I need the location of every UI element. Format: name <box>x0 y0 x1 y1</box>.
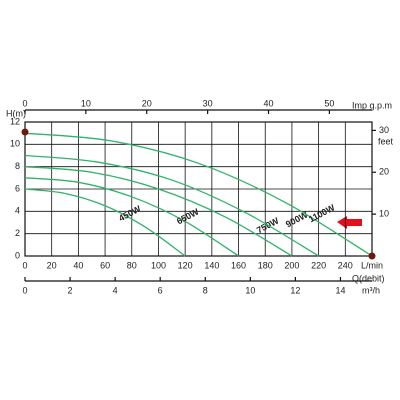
pump-curve <box>24 166 293 257</box>
bottom-tick-label: 2 <box>68 285 73 295</box>
x-tick-label: 0 <box>22 260 27 270</box>
pump-curve <box>24 177 239 257</box>
bottom-tick-label: 8 <box>203 285 208 295</box>
top-axis-label: Imp g.p.m <box>352 100 392 110</box>
x-tick-label: 140 <box>204 260 219 270</box>
x-axis-label: L/min <box>361 260 383 270</box>
pump-curve <box>24 154 319 257</box>
y-tick-label: 6 <box>15 183 20 193</box>
bottom-tick-label: 12 <box>290 285 300 295</box>
y2-tick-label: 20 <box>379 167 389 177</box>
y-tick-label: 10 <box>10 139 20 149</box>
bottom-tick-label: 14 <box>335 285 345 295</box>
x-tick-label: 80 <box>127 260 137 270</box>
x-tick-label: 160 <box>231 260 246 270</box>
x-tick-label: 100 <box>151 260 166 270</box>
x-tick-label: 200 <box>284 260 299 270</box>
x-tick-label: 60 <box>100 260 110 270</box>
pump-curve <box>24 188 186 257</box>
y2-tick-label: 10 <box>379 209 389 219</box>
bottom-tick-label: 10 <box>245 285 255 295</box>
x-tick-label: 220 <box>311 260 326 270</box>
red-arrow <box>337 216 362 229</box>
marker-dot <box>21 128 29 136</box>
bottom-tick-label: 0 <box>22 285 27 295</box>
x-tick-label: 40 <box>73 260 83 270</box>
top-tick-label: 40 <box>264 98 274 108</box>
x-axis-title: Q(debit) <box>352 273 385 283</box>
x-tick-label: 180 <box>258 260 273 270</box>
y-tick-label: 4 <box>15 206 20 216</box>
top-tick-label: 10 <box>81 98 91 108</box>
marker-dot <box>368 252 376 260</box>
top-tick-label: 20 <box>142 98 152 108</box>
x-tick-label: 240 <box>338 260 353 270</box>
top-tick-label: 0 <box>22 98 27 108</box>
top-tick-label: 50 <box>324 98 334 108</box>
bottom-tick-label: 4 <box>113 285 118 295</box>
y-tick-label: 8 <box>15 161 20 171</box>
y-tick-label: 0 <box>15 250 20 260</box>
bottom-axis-label: m³/h <box>362 285 380 295</box>
y-tick-label: 2 <box>15 228 20 238</box>
top-tick-label: 30 <box>203 98 213 108</box>
pump-curve <box>24 132 373 257</box>
bottom-tick-label: 6 <box>158 285 163 295</box>
y2-axis-label: feet <box>378 136 394 146</box>
x-tick-label: 120 <box>178 260 193 270</box>
x-tick-label: 20 <box>47 260 57 270</box>
y-tick-label: 12 <box>10 116 20 126</box>
y2-tick-label: 30 <box>379 125 389 135</box>
y-axis-label: H(m) <box>6 108 26 118</box>
